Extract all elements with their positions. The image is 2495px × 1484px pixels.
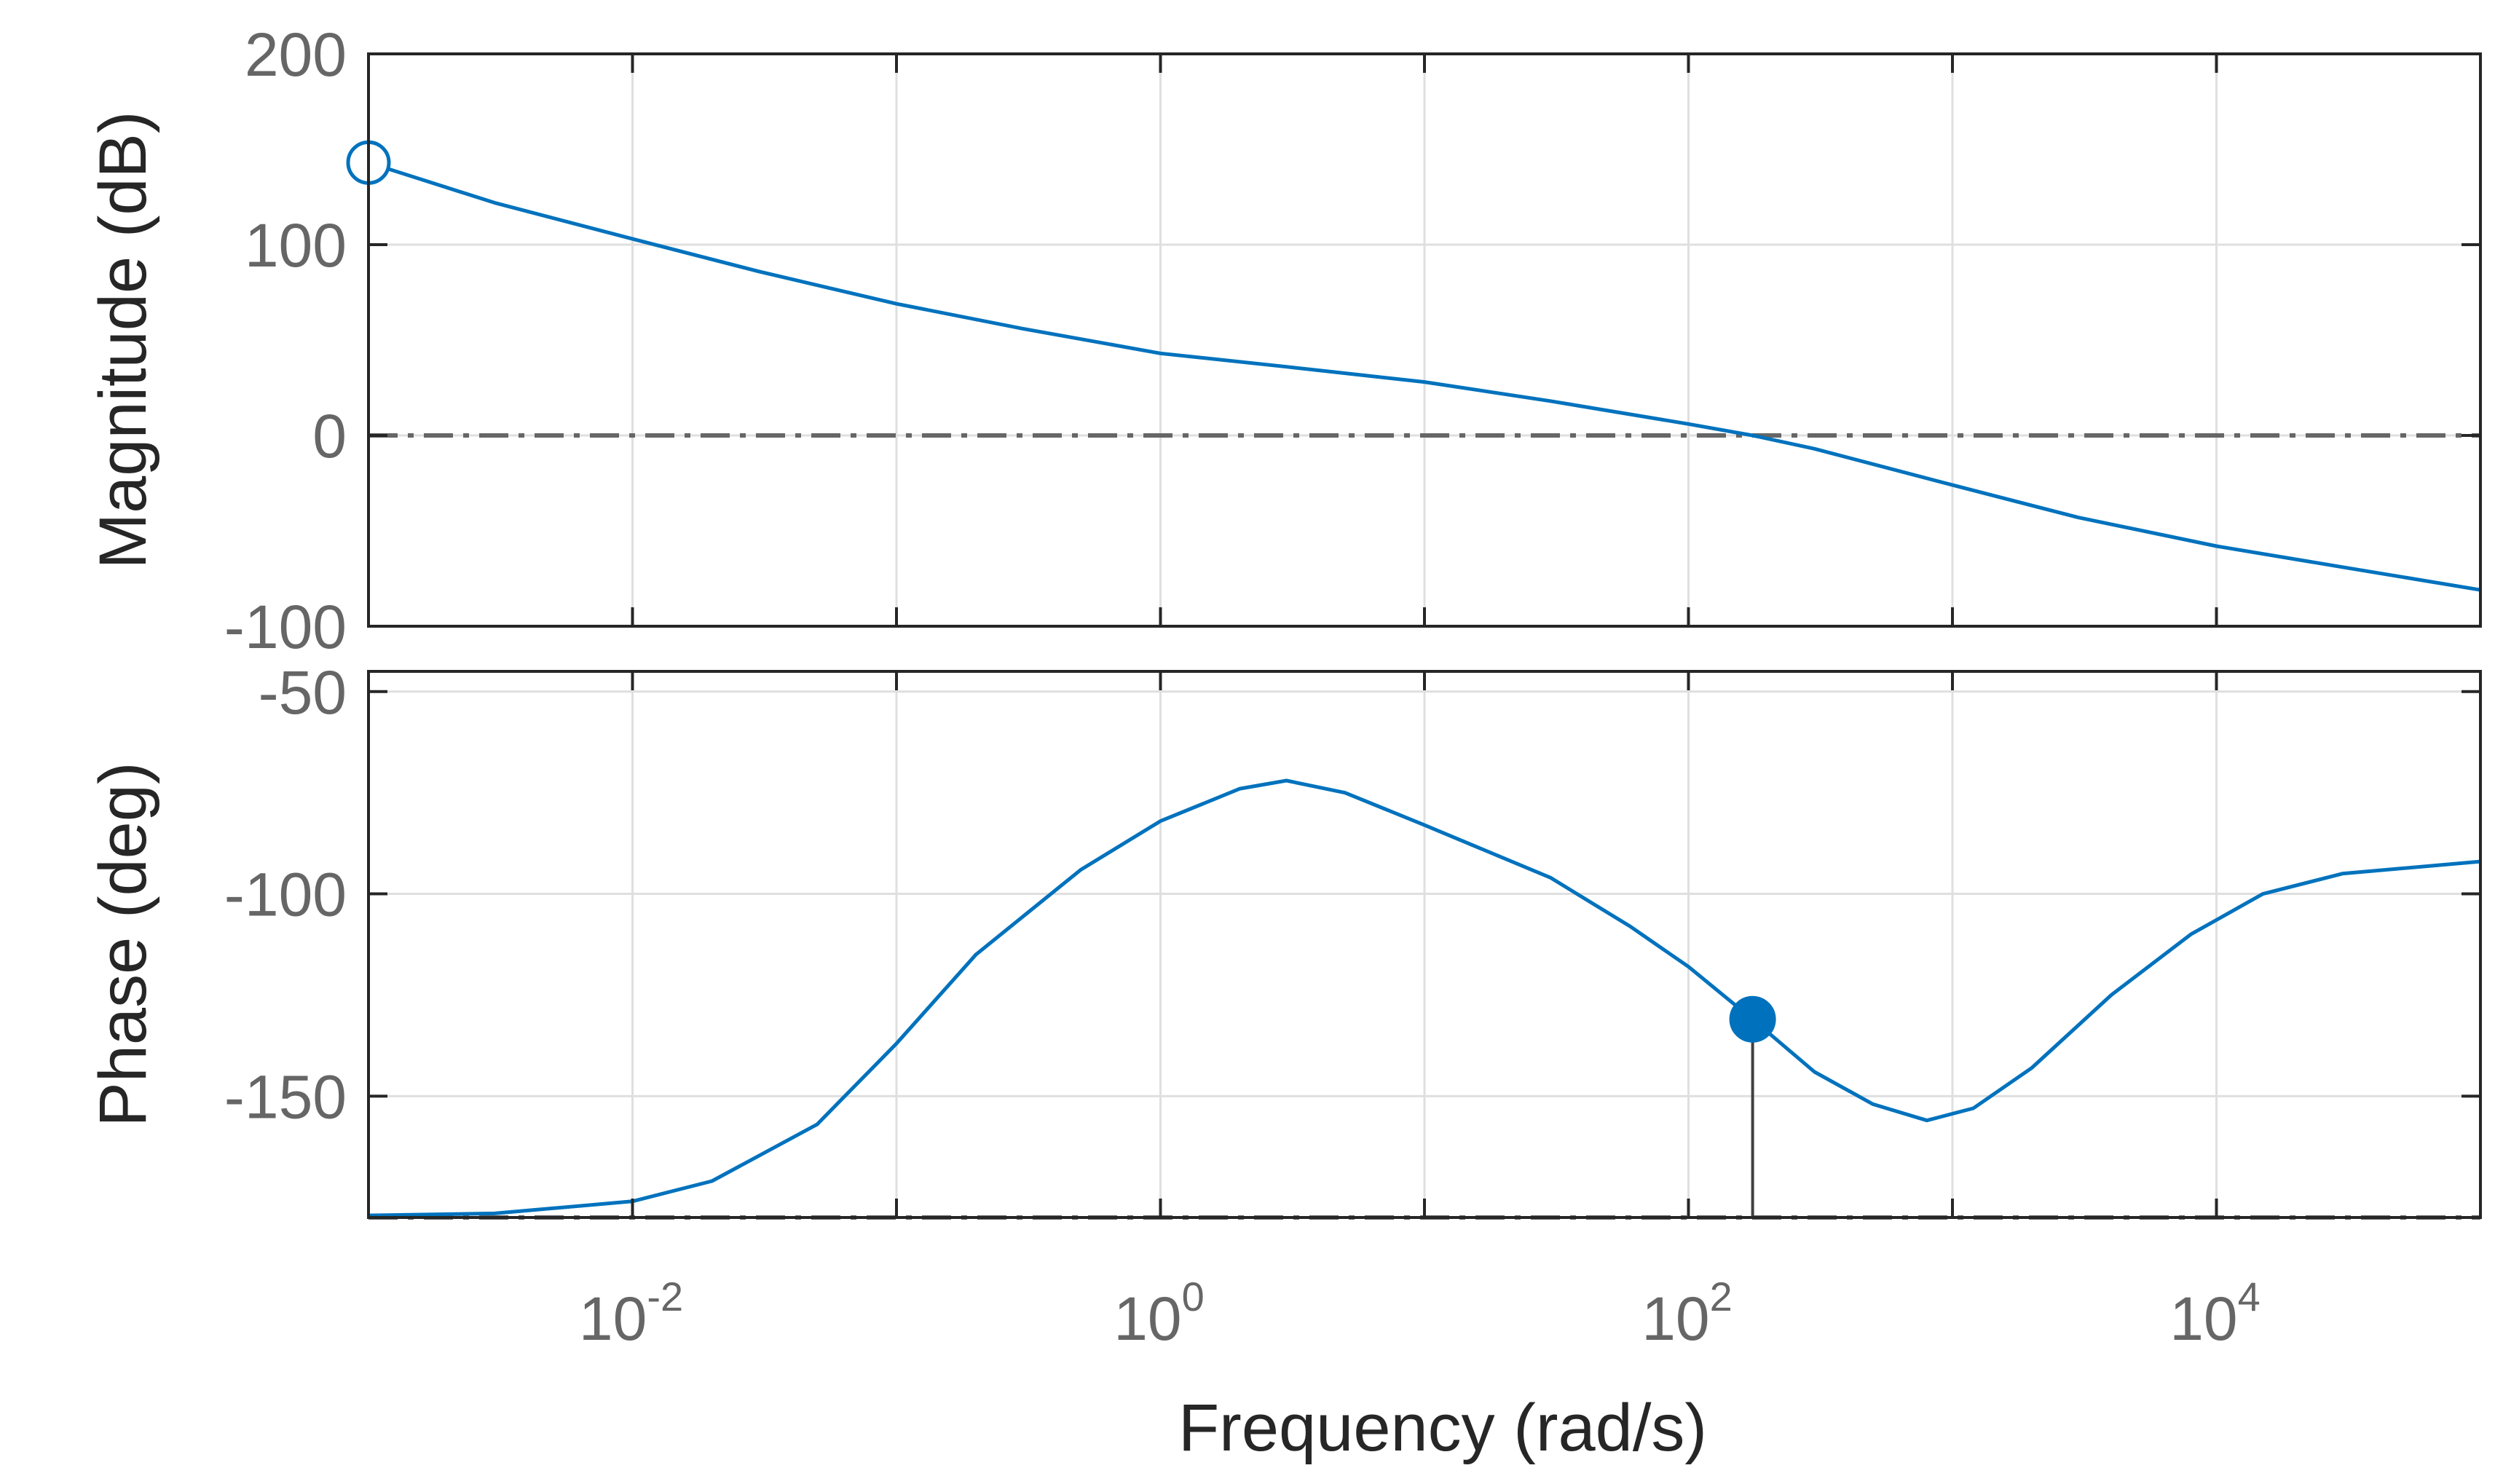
x-axis-label: Frequency (rad/s) (1178, 1391, 1707, 1465)
magnitude-series-line (368, 160, 2481, 592)
y-tick-label: -50 (259, 658, 347, 727)
magnitude-panel: -100 0 100 200 Magnitude (dB) (86, 20, 2482, 661)
y-tick-label: 200 (245, 20, 347, 89)
x-tick-exponent: 0 (1182, 1274, 1205, 1319)
y-tick-label: -100 (224, 861, 347, 929)
y-tick-label: 0 (312, 402, 347, 470)
y-tick-label: 100 (245, 211, 347, 280)
x-tick-exponent: -2 (647, 1274, 683, 1319)
y-axis-label: Magnitude (dB) (86, 111, 160, 569)
x-tick-label: 102 (1641, 1274, 1733, 1353)
phase-series-line (368, 778, 2481, 1217)
y-axis-label: Phase (deg) (86, 762, 160, 1126)
x-tick-base: 10 (579, 1284, 647, 1353)
y-tick-label: -100 (224, 593, 347, 661)
x-tick-exponent: 2 (1710, 1274, 1733, 1319)
y-tick-label: -150 (224, 1062, 347, 1131)
x-tick-label: 10-2 (579, 1274, 683, 1353)
x-tick-base: 10 (2169, 1284, 2237, 1353)
margin-marker (1729, 995, 1776, 1043)
x-tick-label: 104 (2169, 1274, 2261, 1353)
x-tick-exponent: 4 (2238, 1274, 2261, 1319)
x-tick-base: 10 (1114, 1284, 1181, 1353)
x-tick-base: 10 (1641, 1284, 1709, 1353)
x-tick-label: 100 (1114, 1274, 1205, 1353)
grid (368, 671, 2480, 1217)
